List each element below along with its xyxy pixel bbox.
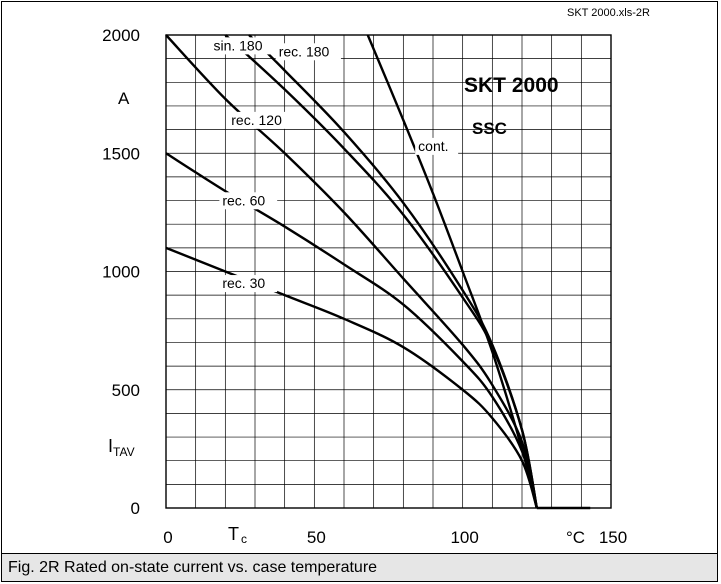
curve-label: rec. 120 — [231, 112, 282, 128]
curve-label-bg — [415, 137, 459, 155]
y-axis-symbol: ITAV — [108, 436, 135, 459]
x-tick-label: 100 — [450, 528, 478, 547]
y-tick-label: 2000 — [102, 26, 140, 45]
curve-label-bg — [228, 111, 294, 129]
y-axis-symbol-sub: TAV — [113, 445, 135, 459]
y-tick-label: 0 — [131, 499, 140, 518]
x-unit: °C — [566, 528, 585, 547]
chart-subtitle: SSC — [472, 119, 507, 138]
x-tick-label: 150 — [599, 528, 627, 547]
curve-label-bg — [275, 43, 341, 61]
x-tick-label: 0 — [163, 528, 172, 547]
curve-label-bg — [210, 37, 276, 55]
y-tick-label: 1500 — [102, 144, 140, 163]
curve-sin-180 — [224, 34, 539, 509]
plot-area-border — [165, 34, 612, 509]
caption-bar: Fig. 2R Rated on-state current vs. case … — [1, 553, 718, 582]
source-tag: SKT 2000.xls-2R — [567, 7, 650, 19]
x-tick-label: 50 — [307, 528, 326, 547]
y-tick-label: 1000 — [102, 263, 140, 282]
curve-label: rec. 180 — [279, 43, 330, 59]
y-tick-label: 500 — [112, 381, 140, 400]
ticks: 2000 1500 1000 500 0 0 50 100 150 — [102, 26, 627, 547]
x-axis-symbol-sub: c — [241, 532, 247, 546]
curve-label: cont. — [418, 138, 448, 154]
x-axis-symbol-main: T — [228, 524, 239, 544]
curve-label: sin. 180 — [213, 37, 262, 53]
curve-labels: cont. rec. 180 sin. 180 rec. 120 rec. 60 rec.… — [210, 37, 459, 293]
y-unit: A — [118, 89, 130, 108]
curve-label: rec. 30 — [222, 275, 265, 291]
figure-caption: Fig. 2R Rated on-state current vs. case … — [8, 559, 378, 576]
curve-label-bg — [219, 275, 278, 293]
curve-cont — [366, 34, 538, 509]
curve-label-bg — [219, 192, 278, 210]
curve-label: rec. 60 — [222, 192, 265, 208]
y-axis-symbol-main: I — [108, 436, 113, 456]
chart-title: SKT 2000 — [464, 74, 559, 97]
